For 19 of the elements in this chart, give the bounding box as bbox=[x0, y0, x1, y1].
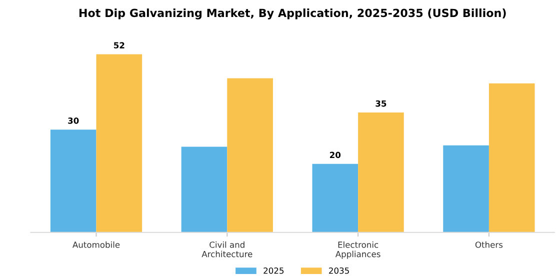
data-label: 20 bbox=[330, 152, 341, 158]
x-tick-label: Automobile bbox=[72, 241, 120, 248]
data-label: 30 bbox=[68, 118, 79, 124]
bar bbox=[181, 146, 228, 232]
x-tick-label: Others bbox=[475, 241, 503, 248]
bar bbox=[358, 112, 404, 232]
bar bbox=[443, 145, 489, 232]
bar bbox=[227, 78, 273, 232]
legend-label: 2035 bbox=[329, 267, 349, 274]
x-tick-label: Electronic Appliances bbox=[335, 241, 380, 259]
bar bbox=[488, 83, 535, 232]
data-label: 35 bbox=[376, 100, 386, 107]
bar bbox=[50, 130, 96, 232]
bar bbox=[312, 164, 358, 232]
x-tick-label: Civil and Architecture bbox=[202, 241, 252, 258]
chart-title: Hot Dip Galvanizing Market, By Application, 2025-2035 (USD Billion) bbox=[79, 8, 506, 20]
data-label: 52 bbox=[114, 42, 124, 48]
legend-label: 2025 bbox=[264, 267, 284, 274]
bar bbox=[96, 54, 142, 232]
